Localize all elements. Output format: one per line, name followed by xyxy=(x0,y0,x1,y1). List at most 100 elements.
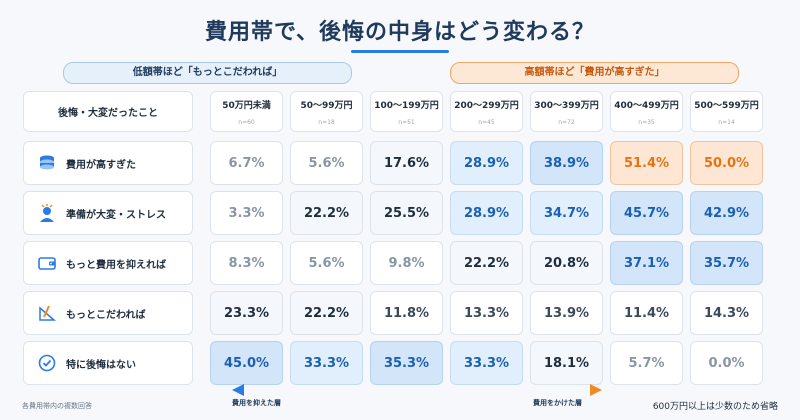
stress-person-icon xyxy=(36,202,58,224)
sample-size: n=35 xyxy=(638,118,655,126)
data-cell: 37.1% xyxy=(610,241,683,285)
chart-title: 費用帯で、後悔の中身はどう変わる？ xyxy=(204,20,596,45)
data-cell: 38.9% xyxy=(530,141,603,185)
cell-value: 3.3% xyxy=(228,205,265,221)
header-label: 後悔・大変だったこと xyxy=(23,91,193,132)
arrow-left-label: 費用を抑えた層 xyxy=(232,399,281,407)
cell-value: 33.3% xyxy=(303,355,350,371)
row-label-text: 特に後悔はない xyxy=(66,359,136,371)
column-header: 50万円未満 n=60 xyxy=(210,91,283,132)
cell-value: 50.0% xyxy=(703,155,750,171)
footnote-left: 各費用帯内の複数回答 xyxy=(22,402,92,410)
data-cell: 11.4% xyxy=(610,291,683,335)
column-header: 200〜299万円 n=45 xyxy=(450,91,523,132)
banner-high-cost: 高額帯ほど「費用が高すぎた」 xyxy=(450,62,739,84)
data-cell: 13.3% xyxy=(450,291,523,335)
data-cell: 14.3% xyxy=(690,291,763,335)
row-label: もっと費用を抑えれば xyxy=(23,241,193,285)
cell-value: 51.4% xyxy=(623,155,670,171)
footnote-right: 600万円以上は少数のため省略 xyxy=(652,402,778,412)
cell-value: 22.2% xyxy=(303,205,350,221)
cell-value: 38.9% xyxy=(543,155,590,171)
data-cell: 34.7% xyxy=(530,191,603,235)
check-circle-icon xyxy=(36,352,58,374)
data-cell: 45.7% xyxy=(610,191,683,235)
cell-value: 20.8% xyxy=(543,255,590,271)
data-cell: 45.0% xyxy=(210,341,283,385)
cell-value: 0.0% xyxy=(708,355,745,371)
row-label-text: もっとこだわれば xyxy=(66,309,146,321)
data-cell: 22.2% xyxy=(290,291,363,335)
column-name: 50万円未満 xyxy=(222,100,271,111)
arrow-left-icon xyxy=(232,384,244,396)
column-name: 500〜599万円 xyxy=(694,100,759,111)
cell-value: 45.0% xyxy=(223,355,270,371)
cell-value: 28.9% xyxy=(463,205,510,221)
data-cell: 20.8% xyxy=(530,241,603,285)
cell-value: 13.9% xyxy=(543,305,590,321)
data-cell: 9.8% xyxy=(370,241,443,285)
cell-value: 13.3% xyxy=(463,305,510,321)
cell-value: 8.3% xyxy=(228,255,265,271)
column-header: 300〜399万円 n=72 xyxy=(530,91,603,132)
pen-ruler-icon xyxy=(36,302,58,324)
data-cell: 22.2% xyxy=(450,241,523,285)
row-label: 特に後悔はない xyxy=(23,341,193,385)
cell-value: 11.4% xyxy=(623,305,670,321)
row-label: もっとこだわれば xyxy=(23,291,193,335)
data-cell: 0.0% xyxy=(690,341,763,385)
cell-value: 35.7% xyxy=(703,255,750,271)
cell-value: 45.7% xyxy=(623,205,670,221)
column-header: 50〜99万円 n=18 xyxy=(290,91,363,132)
sample-size: n=72 xyxy=(558,118,575,126)
data-cell: 5.6% xyxy=(290,241,363,285)
data-cell: 28.9% xyxy=(450,191,523,235)
cell-value: 37.1% xyxy=(623,255,670,271)
cell-value: 11.8% xyxy=(383,305,430,321)
cell-value: 34.7% xyxy=(543,205,590,221)
cell-value: 5.7% xyxy=(628,355,665,371)
cell-value: 22.2% xyxy=(463,255,510,271)
arrow-right-label: 費用をかけた層 xyxy=(533,399,582,407)
data-cell: 6.7% xyxy=(210,141,283,185)
cell-value: 35.3% xyxy=(383,355,430,371)
data-cell: 5.6% xyxy=(290,141,363,185)
data-cell: 17.6% xyxy=(370,141,443,185)
data-cell: 18.1% xyxy=(530,341,603,385)
row-label-text: 費用が高すぎた xyxy=(66,159,136,171)
column-name: 100〜199万円 xyxy=(374,100,439,111)
sample-size: n=60 xyxy=(238,118,255,126)
cell-value: 14.3% xyxy=(703,305,750,321)
cell-value: 6.7% xyxy=(228,155,265,171)
data-cell: 8.3% xyxy=(210,241,283,285)
column-name: 50〜99万円 xyxy=(300,100,353,111)
data-cell: 25.5% xyxy=(370,191,443,235)
cell-value: 33.3% xyxy=(463,355,510,371)
row-label: 費用が高すぎた xyxy=(23,141,193,185)
coins-icon xyxy=(36,152,58,174)
column-header: 100〜199万円 n=51 xyxy=(370,91,443,132)
data-cell: 50.0% xyxy=(690,141,763,185)
data-cell: 22.2% xyxy=(290,191,363,235)
column-header: 500〜599万円 n=14 xyxy=(690,91,763,132)
data-cell: 42.9% xyxy=(690,191,763,235)
sample-size: n=18 xyxy=(318,118,335,126)
data-cell: 35.3% xyxy=(370,341,443,385)
cell-value: 28.9% xyxy=(463,155,510,171)
wallet-icon xyxy=(36,252,58,274)
sample-size: n=14 xyxy=(718,118,735,126)
row-label-text: もっと費用を抑えれば xyxy=(66,259,166,271)
cell-value: 23.3% xyxy=(223,305,270,321)
banner-low-cost: 低額帯ほど「もっとこだわれば」 xyxy=(63,62,352,84)
cell-value: 18.1% xyxy=(543,355,590,371)
data-cell: 33.3% xyxy=(450,341,523,385)
data-cell: 23.3% xyxy=(210,291,283,335)
row-label-text: 準備が大変・ストレス xyxy=(66,209,166,221)
cell-value: 22.2% xyxy=(303,305,350,321)
cell-value: 5.6% xyxy=(308,155,345,171)
cell-value: 5.6% xyxy=(308,255,345,271)
cell-value: 17.6% xyxy=(383,155,430,171)
cell-value: 9.8% xyxy=(388,255,425,271)
data-cell: 33.3% xyxy=(290,341,363,385)
data-cell: 51.4% xyxy=(610,141,683,185)
